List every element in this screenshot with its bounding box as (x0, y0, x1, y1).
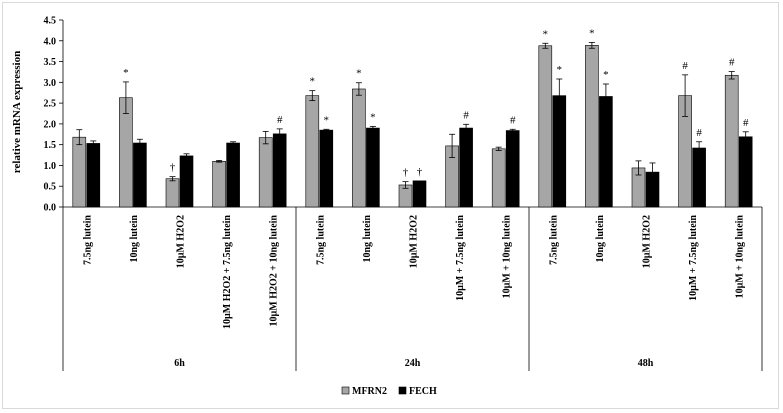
bar-fech (505, 130, 520, 208)
bar-fech (86, 143, 101, 208)
significance-marker: * (370, 111, 376, 123)
x-tick-label: 10µM + 10ng lutein (735, 215, 746, 299)
y-tick-label: 2.0 (44, 119, 57, 130)
legend-swatch (341, 386, 350, 395)
bar-mfrn2 (119, 97, 133, 208)
significance-marker: # (682, 60, 688, 72)
y-tick-label: 3.0 (44, 78, 57, 89)
legend-label: FECH (409, 386, 437, 397)
significance-marker: * (557, 64, 563, 76)
bar-fech (366, 127, 380, 208)
significance-marker: † (417, 166, 423, 178)
x-tick-label: 10µM H2O2 (176, 215, 187, 268)
group-label: 48h (638, 358, 654, 369)
y-tick-label: 1.5 (44, 140, 57, 151)
bar-mfrn2 (72, 136, 87, 208)
x-tick-label: 10µM H2O2 (642, 215, 653, 268)
bar-fech (319, 129, 334, 208)
legend-swatch (398, 386, 407, 395)
significance-marker: * (324, 114, 330, 126)
bar-mfrn2 (212, 160, 226, 208)
bar-fech (692, 147, 706, 208)
significance-marker: * (543, 28, 549, 40)
y-tick-label: 2.5 (44, 99, 57, 110)
x-tick-label: 10µM H2O2 (409, 215, 420, 268)
bar-fech (412, 180, 427, 208)
bar-mfrn2 (165, 178, 180, 208)
x-tick-label: 10µM H2O2 + 10ng lutein (269, 215, 280, 327)
legend-label: MFRN2 (352, 386, 387, 397)
bar-fech (738, 136, 753, 208)
bar-mfrn2 (724, 74, 739, 208)
significance-marker: * (310, 76, 316, 88)
bar-fech (272, 133, 287, 208)
bar-mfrn2 (305, 95, 320, 208)
y-tick-label: 4.0 (44, 36, 57, 47)
bar-fech (133, 142, 147, 208)
x-tick-label: 10ng lutein (362, 215, 373, 263)
x-tick-label: 7.5ng lutein (82, 215, 93, 265)
group-label: 24h (405, 358, 421, 369)
significance-marker: † (170, 162, 176, 174)
x-tick-label: 10µM + 7.5ng lutein (455, 215, 466, 301)
x-tick-label: 10µM H2O2 + 7.5ng lutein (222, 215, 233, 329)
y-tick-label: 1.0 (44, 161, 57, 172)
bar-fech (459, 127, 473, 208)
x-tick-label: 7.5ng lutein (548, 215, 559, 265)
significance-marker: # (729, 57, 735, 69)
significance-marker: * (123, 67, 129, 79)
bar-mfrn2 (585, 45, 599, 208)
bar-fech (179, 155, 194, 208)
bar-fech (226, 142, 240, 208)
y-tick-label: 0.5 (44, 182, 57, 193)
bar-mfrn2 (352, 88, 366, 208)
chart-frame (2, 2, 779, 409)
bar-mfrn2 (258, 137, 273, 208)
group-label: 6h (174, 358, 185, 369)
bar-fech (599, 96, 613, 208)
significance-marker: # (463, 109, 469, 121)
significance-marker: # (510, 114, 516, 126)
significance-marker: † (403, 167, 409, 179)
significance-marker: * (356, 68, 362, 80)
significance-marker: * (603, 69, 609, 81)
y-tick-label: 0.0 (44, 203, 57, 214)
x-tick-label: 10ng lutein (595, 215, 606, 263)
y-tick-label: 3.5 (44, 57, 57, 68)
significance-marker: # (743, 117, 749, 129)
y-axis-label: relative mRNA expression (11, 51, 23, 173)
bar-mfrn2 (538, 45, 553, 208)
y-tick-label: 4.5 (44, 16, 57, 27)
x-tick-label: 10µM + 10ng lutein (502, 215, 513, 299)
x-tick-label: 7.5ng lutein (315, 215, 326, 265)
significance-marker: # (696, 127, 702, 139)
bar-mfrn2 (491, 148, 506, 208)
x-tick-label: 10ng lutein (129, 215, 140, 263)
x-tick-label: 10µM + 7.5ng lutein (688, 215, 699, 301)
significance-marker: # (277, 114, 283, 126)
significance-marker: * (589, 27, 595, 39)
